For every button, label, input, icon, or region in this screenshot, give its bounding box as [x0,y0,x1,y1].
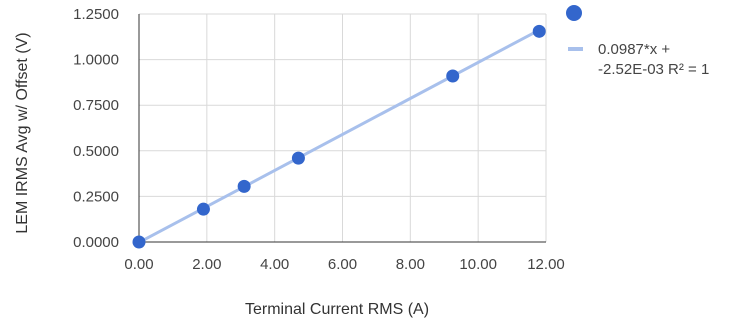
x-tick-label: 4.00 [260,256,289,273]
y-tick-label: 0.2500 [73,188,119,205]
legend-series-marker [566,5,582,21]
data-point [532,24,546,38]
x-tick-label: 2.00 [192,256,221,273]
x-tick-labels: 0.00 2.00 4.00 6.00 8.00 10.00 12.00 [124,256,564,273]
x-tick-label: 8.00 [396,256,425,273]
data-point [196,202,210,216]
y-tick-label: 0.0000 [73,234,119,251]
data-points [132,24,546,249]
data-point [132,235,146,249]
y-tick-label: 1.0000 [73,52,119,69]
x-axis-title: Terminal Current RMS (A) [245,301,429,318]
x-tick-label: 6.00 [328,256,357,273]
legend: 0.0987*x + -2.52E-03 R² = 1 [566,5,709,78]
legend-trendline-label-line1: 0.0987*x + [598,41,670,58]
x-tick-label: 10.00 [459,256,497,273]
data-point [446,69,460,83]
y-tick-label: 0.7500 [73,97,119,114]
y-tick-labels: 0.0000 0.2500 0.5000 0.7500 1.0000 1.2500 [73,6,119,251]
data-point [237,179,251,193]
legend-trendline-label-line2: -2.52E-03 R² = 1 [598,61,709,78]
y-axis-title: LEM IRMS Avg w/ Offset (V) [14,32,31,233]
x-tick-label: 12.00 [527,256,565,273]
grid-lines [139,13,547,242]
y-tick-label: 0.5000 [73,143,119,160]
y-tick-label: 1.2500 [73,6,119,23]
x-tick-label: 0.00 [124,256,153,273]
data-point [291,151,305,165]
